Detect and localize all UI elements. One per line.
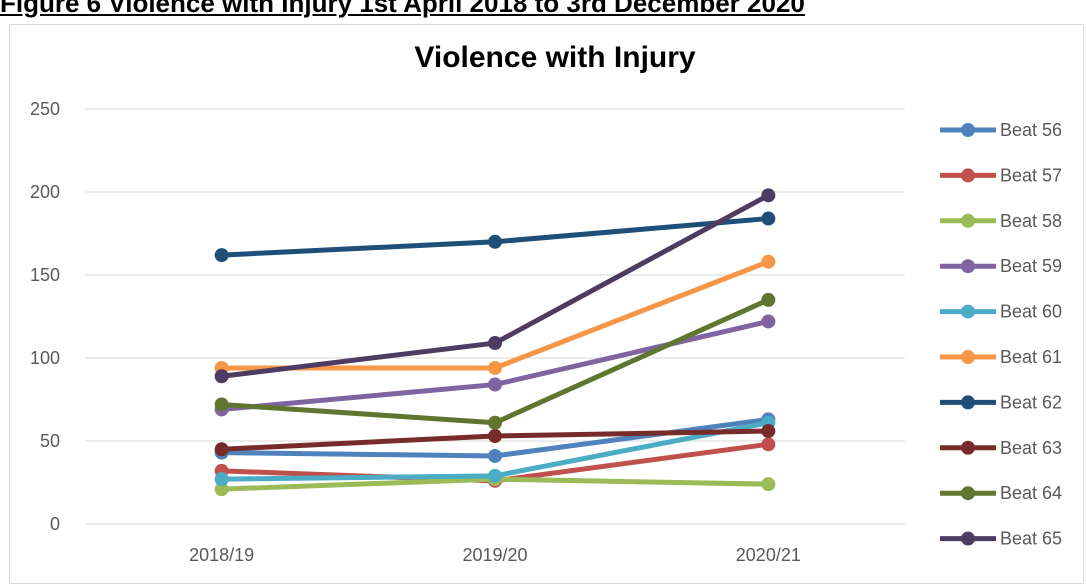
data-point — [214, 369, 229, 384]
legend-swatch-marker — [961, 168, 975, 183]
data-point — [488, 360, 502, 375]
legend-swatch-marker — [961, 259, 975, 274]
legend-swatch-marker — [961, 123, 975, 137]
legend-swatch-marker — [961, 395, 975, 410]
data-point — [488, 429, 502, 444]
legend: Beat 56 Beat 57 Beat 58 Beat 59 Beat 60 Beat … — [940, 120, 1062, 549]
x-axis-tick-labels: 2018/19 2019/20 2020/21 — [189, 545, 801, 565]
page-heading: Figure 6 Violence with Injury 1st April … — [0, 0, 805, 18]
data-point — [214, 248, 229, 263]
legend-swatch-marker — [961, 304, 975, 319]
data-point — [761, 211, 776, 226]
data-point — [488, 234, 502, 249]
legend-entry: Beat 60 — [940, 302, 1062, 322]
y-tick-label: 200 — [30, 182, 60, 202]
chart-title: Violence with Injury — [414, 41, 695, 74]
legend-label: Beat 64 — [1000, 483, 1062, 503]
x-tick-label: 2020/21 — [736, 545, 801, 565]
legend-label: Beat 59 — [1000, 256, 1062, 276]
y-tick-label: 50 — [40, 431, 60, 451]
y-tick-label: 250 — [30, 99, 60, 119]
legend-entry: Beat 58 — [940, 211, 1062, 231]
series-beat-63 — [214, 424, 776, 457]
legend-entry: Beat 62 — [940, 392, 1062, 412]
data-point — [761, 188, 776, 203]
series-beat-62 — [214, 211, 776, 263]
data-point — [488, 415, 502, 430]
data-point — [214, 442, 229, 457]
x-tick-label: 2018/19 — [189, 545, 254, 565]
chart-area — [9, 24, 1084, 584]
y-tick-label: 100 — [30, 348, 60, 368]
gridlines — [85, 108, 905, 525]
legend-swatch-marker — [961, 440, 975, 455]
data-point — [761, 254, 776, 269]
data-point — [761, 477, 776, 492]
data-point — [761, 424, 776, 439]
series-beat-65 — [214, 188, 776, 384]
legend-label: Beat 58 — [1000, 211, 1062, 231]
legend-swatch-marker — [961, 486, 975, 501]
data-point — [761, 314, 776, 329]
y-tick-label: 0 — [50, 514, 60, 534]
series-beat-61 — [214, 254, 776, 375]
series-beat-64 — [214, 292, 776, 430]
series-beat-60 — [214, 415, 776, 487]
data-point — [214, 482, 229, 497]
legend-entry: Beat 59 — [940, 256, 1062, 276]
legend-label: Beat 61 — [1000, 347, 1062, 367]
y-tick-label: 150 — [30, 265, 60, 285]
legend-entry: Beat 63 — [940, 438, 1062, 458]
data-point — [761, 437, 776, 452]
legend-swatch-marker — [961, 350, 975, 364]
data-point — [488, 448, 502, 463]
data-point — [488, 377, 502, 392]
legend-label: Beat 62 — [1000, 392, 1062, 412]
legend-entry: Beat 65 — [940, 529, 1062, 549]
data-point — [214, 397, 229, 412]
legend-swatch-marker — [961, 531, 975, 546]
legend-label: Beat 56 — [1000, 120, 1062, 140]
x-tick-label: 2019/20 — [462, 545, 527, 565]
data-point — [761, 292, 776, 307]
legend-label: Beat 65 — [1000, 529, 1062, 549]
legend-label: Beat 60 — [1000, 302, 1062, 322]
legend-entry: Beat 56 — [940, 120, 1062, 140]
series-lines — [214, 188, 776, 497]
legend-swatch-marker — [961, 213, 975, 228]
y-axis-tick-labels: 0 50 100 150 200 250 — [30, 99, 60, 534]
series-line — [219, 259, 771, 371]
data-point — [488, 336, 502, 351]
legend-label: Beat 63 — [1000, 438, 1062, 458]
legend-entry: Beat 64 — [940, 483, 1062, 503]
legend-entry: Beat 57 — [940, 165, 1062, 185]
data-point — [214, 472, 229, 487]
data-point — [488, 468, 502, 483]
legend-entry: Beat 61 — [940, 347, 1062, 367]
legend-label: Beat 57 — [1000, 165, 1062, 185]
